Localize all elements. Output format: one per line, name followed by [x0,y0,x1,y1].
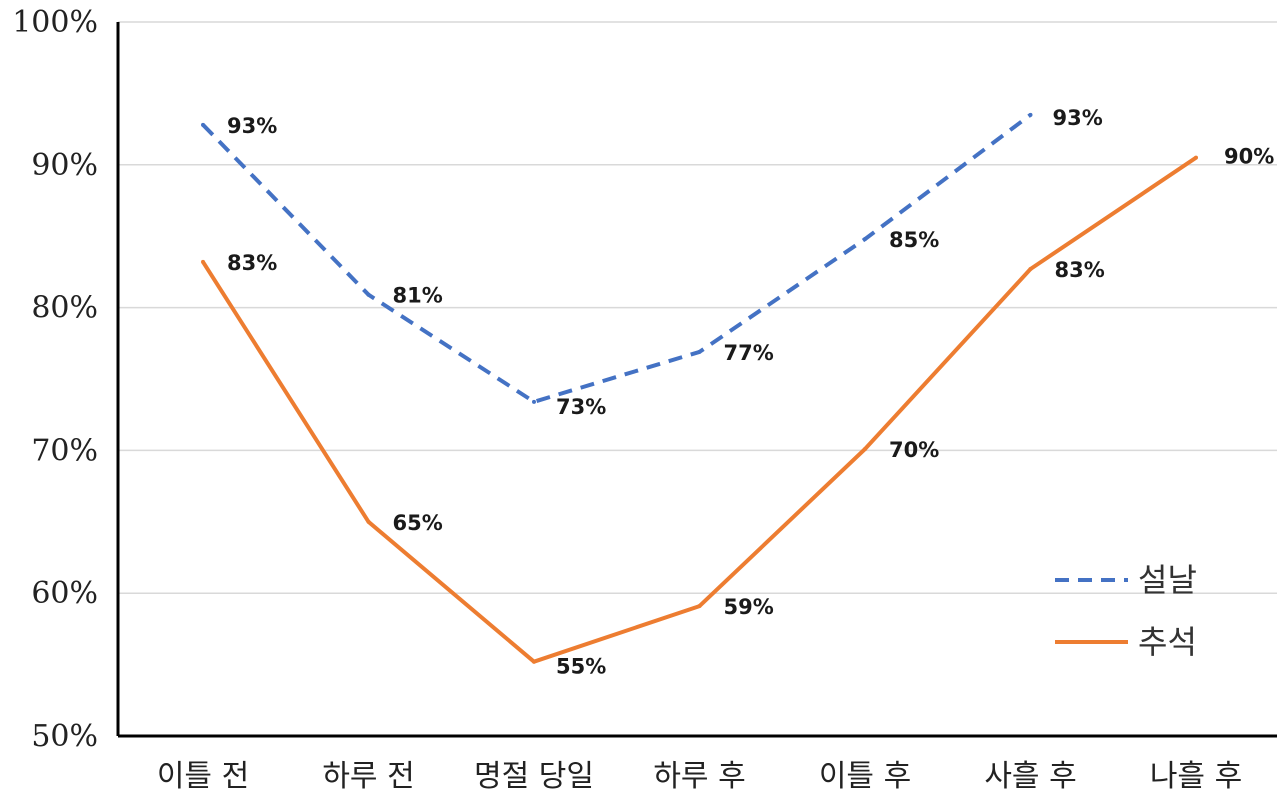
data-point [1028,267,1033,272]
data-label: 85% [889,228,939,252]
series-line-1 [201,156,1198,664]
data-label: 90% [1224,145,1274,169]
y-axis-tick-labels: 50% 60% 70% 80% 90% 100% [12,5,98,754]
series-lines [201,112,1198,664]
data-label: 93% [227,114,277,138]
data-labels: 93% 81% 73% 77% 85% 93% 83% 65% 55% 59% 70% 83% 90% [227,106,1274,679]
y-tick-label: 90% [31,148,98,183]
data-label: 81% [393,284,443,308]
data-point [1194,155,1198,160]
y-tick-label: 80% [31,291,98,326]
data-point [863,237,867,242]
legend-label: 설날 [1138,561,1197,599]
x-tick-label: 명절 당일 [474,759,594,794]
data-label: 93% [1053,106,1103,130]
x-tick-label: 나흘 후 [1150,759,1242,794]
data-point [201,259,205,264]
data-label: 55% [556,655,606,679]
series-line-0 [201,113,1032,404]
data-point [697,604,702,609]
x-tick-label: 하루 전 [322,759,414,794]
data-label: 73% [556,395,606,419]
data-label: 65% [393,511,443,535]
gridlines [118,21,1277,594]
x-tick-label: 이틀 후 [819,759,911,794]
y-tick-label: 100% [12,5,98,40]
x-tick-label: 하루 후 [653,759,745,794]
data-point [532,659,536,664]
data-point [366,519,371,524]
y-tick-label: 70% [31,433,98,468]
data-label: 83% [227,251,277,275]
x-tick-label: 사흘 후 [984,759,1076,794]
data-point [366,292,371,297]
data-label: 59% [724,595,774,619]
legend-label: 추석 [1138,623,1197,661]
data-point [1028,112,1033,117]
y-tick-label: 50% [31,719,98,754]
data-point [697,349,702,354]
data-point [532,399,536,404]
data-point [201,122,205,127]
data-point [863,446,867,451]
x-tick-label: 이틀 전 [157,759,249,794]
data-label: 77% [724,341,774,365]
x-axis-tick-labels: 이틀 전 하루 전 명절 당일 하루 후 이틀 후 사흘 후 나흘 후 [157,759,1242,794]
data-label: 83% [1055,258,1105,282]
y-tick-label: 60% [31,576,98,611]
data-label: 70% [889,438,939,462]
